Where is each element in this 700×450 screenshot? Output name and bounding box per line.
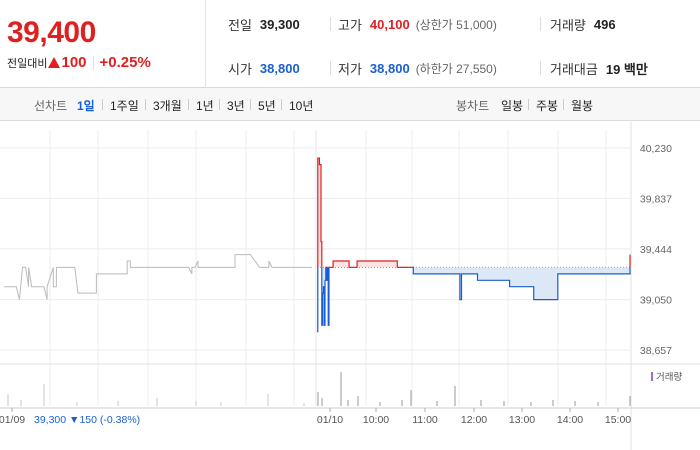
divider [540, 17, 541, 31]
stat-low-limit: (하한가 27,550) [415, 62, 497, 76]
x-tick-label: 15:00 [605, 414, 631, 426]
x-tick-label: 14:00 [557, 414, 583, 426]
y-tick-label: 39,444 [640, 244, 672, 256]
range-1d-tab[interactable]: 1일 [77, 99, 95, 113]
change-row: 전일대비 100 +0.25% [7, 54, 151, 71]
previous-close-change: ▼150 [69, 414, 100, 426]
divider [102, 99, 103, 110]
stat-volume-label: 거래량 [550, 18, 586, 33]
stats-panel: 전일 39,300 고가 40,100 (상한가 51,000) 거래량 496… [207, 0, 700, 88]
current-price: 39,400 [7, 16, 96, 49]
stat-open-value: 38,800 [259, 61, 300, 76]
change-amount-value: 100 [61, 54, 87, 71]
y-tick-label: 39,050 [640, 295, 672, 307]
divider [92, 55, 94, 70]
stat-low-value: 38,800 [369, 61, 410, 76]
stat-high-value: 40,100 [369, 17, 410, 32]
candle-monthly-tab[interactable]: 월봉 [571, 99, 594, 113]
y-tick-label: 38,657 [640, 345, 672, 357]
stat-volume-value: 496 [593, 17, 616, 32]
stat-open-label: 시가 [228, 62, 252, 77]
divider [330, 17, 331, 31]
above-reference-fill [317, 158, 630, 268]
previous-close-note: 39,300 ▼150 (-0.38%) [34, 414, 140, 426]
change-label: 전일대비 [7, 57, 48, 70]
x-tick-label: 01/09 [0, 414, 25, 426]
price-chart: 40,230 39,837 39,444 39,050 38,657 거래량 01/09 01… [0, 122, 700, 450]
stat-prev-close: 전일 39,300 [228, 15, 300, 34]
divider [563, 99, 564, 110]
today-line-up [317, 157, 631, 268]
stat-volume: 거래량 496 [550, 15, 616, 34]
divider [528, 99, 529, 110]
volume-legend-swatch [651, 372, 653, 381]
y-tick-label: 40,230 [640, 143, 672, 155]
range-3m-tab[interactable]: 3개월 [153, 99, 182, 113]
previous-day-line [4, 254, 312, 300]
stat-amount: 거래대금 19 백만 [550, 59, 648, 78]
divider [219, 99, 220, 110]
current-price-box: 39,400 전일대비 100 +0.25% [0, 0, 206, 88]
previous-close-price: 39,300 [34, 414, 69, 426]
stat-high: 고가 40,100 (상한가 51,000) [338, 15, 497, 34]
candle-chart-label: 봉차트 [456, 99, 490, 113]
divider [330, 61, 331, 75]
below-reference-fill [317, 267, 630, 332]
divider [281, 99, 282, 110]
line-chart-label: 선차트 [34, 99, 68, 113]
candle-weekly-tab[interactable]: 주봉 [536, 99, 559, 113]
stat-low-label: 저가 [338, 62, 362, 77]
stat-high-label: 고가 [338, 18, 362, 33]
price-chart-svg: 40,230 39,837 39,444 39,050 38,657 거래량 01/09 01… [0, 122, 700, 450]
stat-prev-close-value: 39,300 [259, 17, 300, 32]
x-tick-label: 12:00 [461, 414, 487, 426]
divider [188, 99, 189, 110]
today-line-down [317, 267, 631, 333]
y-tick-label: 39,837 [640, 193, 672, 205]
x-tick-label: 01/10 [317, 414, 343, 426]
range-1y-tab[interactable]: 1년 [196, 99, 214, 113]
stat-high-limit: (상한가 51,000) [415, 18, 497, 32]
quote-summary: 39,400 전일대비 100 +0.25% 전일 39,300 고가 40,1… [0, 0, 700, 88]
chart-type-bar: 선차트 1일 1주일 3개월 1년 3년 5년 10년 봉차트 일봉 주봉 월봉 [0, 88, 700, 121]
change-amount: 100 [48, 54, 87, 71]
x-tick-label: 13:00 [509, 414, 535, 426]
previous-close-rate: (-0.38%) [100, 414, 140, 426]
up-triangle-icon [48, 57, 61, 68]
x-tick-label: 10:00 [363, 414, 389, 426]
range-3y-tab[interactable]: 3년 [227, 99, 245, 113]
stat-low: 저가 38,800 (하한가 27,550) [338, 59, 497, 78]
range-1w-tab[interactable]: 1주일 [110, 99, 139, 113]
range-5y-tab[interactable]: 5년 [258, 99, 276, 113]
candle-daily-tab[interactable]: 일봉 [501, 99, 524, 113]
stat-amount-value: 19 백만 [605, 62, 648, 77]
stat-amount-label: 거래대금 [550, 62, 598, 77]
range-10y-tab[interactable]: 10년 [289, 99, 314, 113]
x-tick-label: 11:00 [412, 414, 438, 426]
change-rate: +0.25% [99, 54, 151, 71]
stat-prev-close-label: 전일 [228, 18, 252, 33]
divider [145, 99, 146, 110]
volume-legend-label: 거래량 [656, 371, 682, 383]
divider [250, 99, 251, 110]
stat-open: 시가 38,800 [228, 59, 300, 78]
divider [540, 61, 541, 75]
